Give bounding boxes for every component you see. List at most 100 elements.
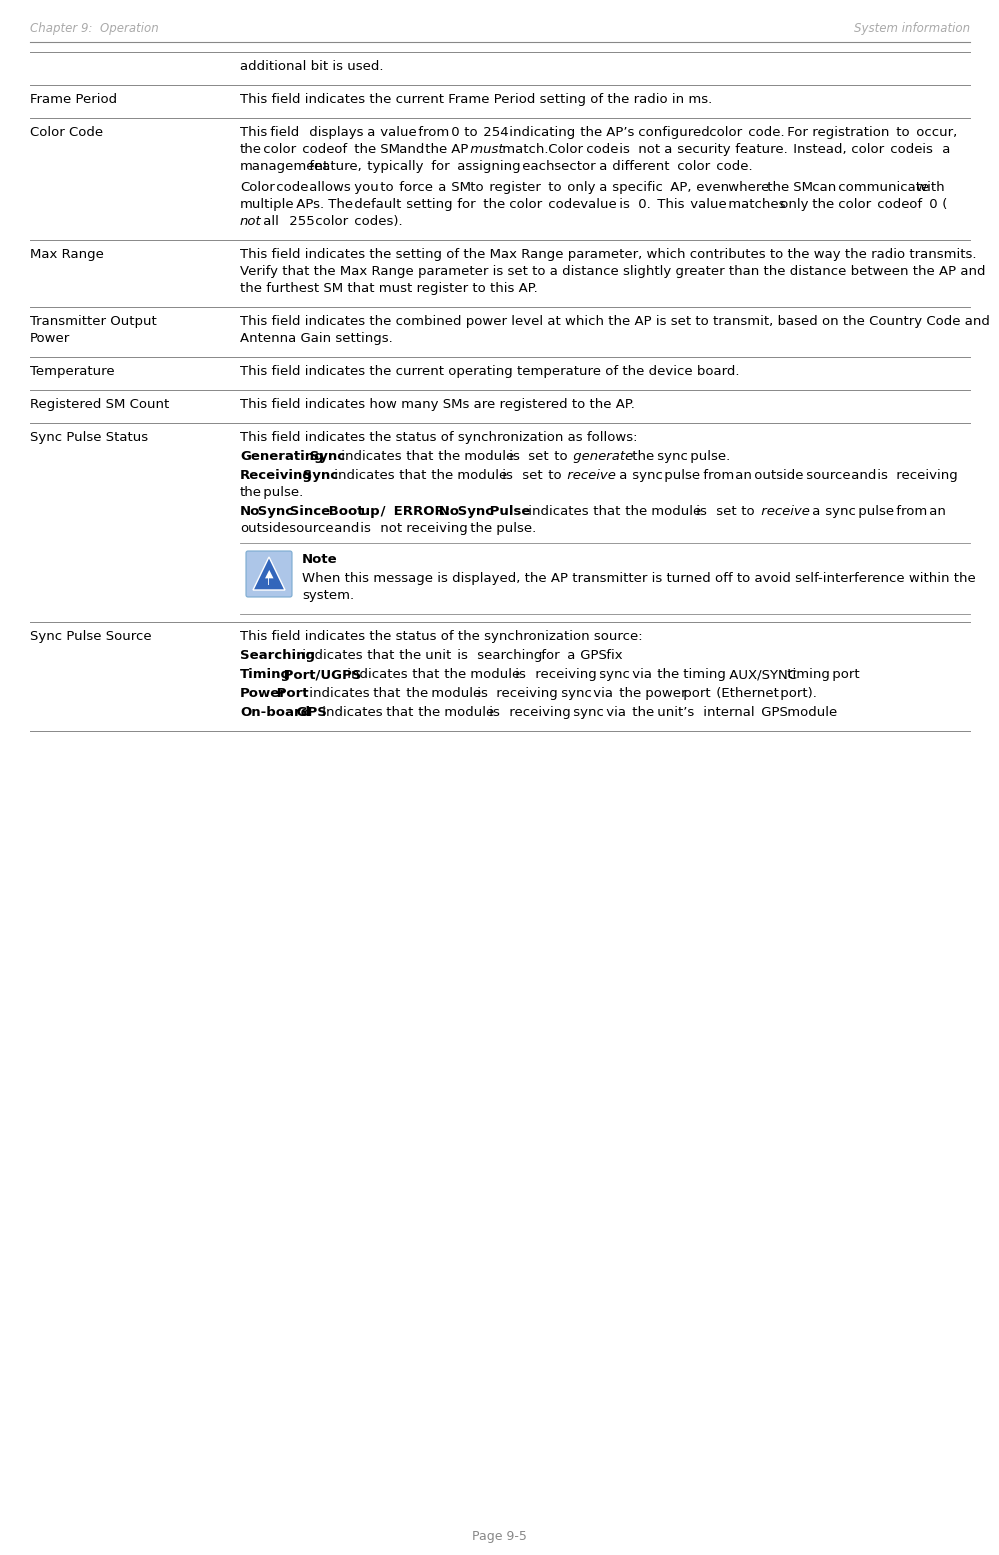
- Text: that: that: [383, 706, 414, 718]
- Text: to: to: [550, 449, 567, 463]
- Text: where: where: [724, 180, 770, 194]
- Text: When this message is displayed, the AP transmitter is turned off to avoid self-i: When this message is displayed, the AP t…: [302, 572, 976, 585]
- Text: is: is: [357, 522, 372, 535]
- Text: that: that: [395, 470, 427, 482]
- Text: the: the: [808, 197, 835, 211]
- Text: set: set: [524, 449, 548, 463]
- Text: a: a: [808, 505, 821, 518]
- Text: different: different: [608, 160, 669, 173]
- Text: code.: code.: [711, 160, 752, 173]
- Text: receiving: receiving: [402, 522, 468, 535]
- Text: 0: 0: [447, 126, 460, 138]
- Text: Searching: Searching: [240, 648, 315, 662]
- Text: sync: sync: [595, 669, 630, 681]
- Text: an: an: [925, 505, 946, 518]
- Text: color: color: [672, 160, 710, 173]
- Text: No: No: [434, 505, 459, 518]
- Text: Note: Note: [302, 554, 338, 566]
- Text: all: all: [260, 215, 280, 229]
- Text: register: register: [486, 180, 541, 194]
- Text: is: is: [614, 197, 629, 211]
- Text: On-board: On-board: [240, 706, 310, 718]
- Text: the: the: [627, 706, 654, 718]
- Text: indicates: indicates: [331, 470, 395, 482]
- Text: This: This: [240, 126, 268, 138]
- Text: AP: AP: [447, 143, 469, 156]
- Text: assigning: assigning: [454, 160, 520, 173]
- Text: is: is: [486, 706, 500, 718]
- Text: not: not: [240, 215, 262, 229]
- Text: ERROR:: ERROR:: [389, 505, 450, 518]
- Text: codes).: codes).: [350, 215, 403, 229]
- Text: outside: outside: [750, 470, 804, 482]
- Text: the: the: [350, 143, 376, 156]
- Text: 255: 255: [286, 215, 315, 229]
- Text: you: you: [350, 180, 379, 194]
- Text: Sync: Sync: [298, 470, 339, 482]
- Text: matches: matches: [724, 197, 786, 211]
- Text: APs.: APs.: [292, 197, 324, 211]
- Text: the: the: [575, 126, 602, 138]
- Text: feature.: feature.: [731, 143, 787, 156]
- Text: of: of: [331, 143, 348, 156]
- Text: Max Range: Max Range: [30, 247, 104, 261]
- Text: receiving: receiving: [892, 470, 958, 482]
- Text: indicating: indicating: [504, 126, 575, 138]
- Text: receive: receive: [563, 470, 615, 482]
- Text: unit’s: unit’s: [653, 706, 694, 718]
- Text: pulse: pulse: [854, 505, 894, 518]
- Text: Power: Power: [240, 687, 287, 700]
- Text: the: the: [402, 687, 428, 700]
- Text: to: to: [543, 470, 561, 482]
- Text: Generating: Generating: [240, 449, 324, 463]
- Text: the: the: [627, 449, 654, 463]
- Text: the: the: [441, 669, 467, 681]
- Text: This field indicates the setting of the Max Range parameter, which contributes t: This field indicates the setting of the …: [240, 247, 976, 261]
- Text: Pulse: Pulse: [486, 505, 530, 518]
- Text: the: the: [467, 522, 493, 535]
- Text: a: a: [938, 143, 950, 156]
- Text: to: to: [467, 180, 484, 194]
- Text: receiving: receiving: [504, 706, 570, 718]
- Text: Verify that the Max Range parameter is set to a distance slightly greater than t: Verify that the Max Range parameter is s…: [240, 264, 985, 278]
- Text: module: module: [782, 706, 837, 718]
- Text: the: the: [240, 143, 262, 156]
- Text: timing: timing: [679, 669, 726, 681]
- Text: Instead,: Instead,: [789, 143, 847, 156]
- Text: that: that: [408, 669, 440, 681]
- Text: Chapter 9:  Operation: Chapter 9: Operation: [30, 22, 159, 36]
- Text: SM: SM: [789, 180, 813, 194]
- Text: the: the: [428, 470, 454, 482]
- Text: the: the: [763, 180, 789, 194]
- Text: field: field: [266, 126, 299, 138]
- Text: a: a: [660, 143, 672, 156]
- Text: the: the: [415, 706, 441, 718]
- Text: set: set: [711, 505, 736, 518]
- Text: indicates: indicates: [337, 449, 402, 463]
- Text: color: color: [260, 143, 297, 156]
- Text: SM: SM: [447, 180, 471, 194]
- Text: is: is: [454, 648, 469, 662]
- Text: This field indicates how many SMs are registered to the AP.: This field indicates how many SMs are re…: [240, 398, 635, 411]
- Text: port: port: [679, 687, 711, 700]
- Text: only: only: [563, 180, 595, 194]
- Text: is: is: [511, 669, 526, 681]
- Text: multiple: multiple: [240, 197, 295, 211]
- Text: from: from: [698, 470, 734, 482]
- Text: internal: internal: [698, 706, 754, 718]
- Text: This field indicates the current Frame Period setting of the radio in ms.: This field indicates the current Frame P…: [240, 93, 712, 106]
- Text: code: code: [873, 197, 909, 211]
- Text: can: can: [808, 180, 837, 194]
- Text: value: value: [376, 126, 417, 138]
- Polygon shape: [253, 557, 285, 589]
- Text: the: the: [434, 449, 461, 463]
- Text: GPS: GPS: [757, 706, 787, 718]
- Text: sync: sync: [569, 706, 604, 718]
- Text: to: to: [460, 126, 478, 138]
- Text: module: module: [467, 669, 520, 681]
- Text: Timing: Timing: [240, 669, 291, 681]
- Text: a: a: [595, 160, 607, 173]
- Text: This field indicates the status of synchronization as follows:: This field indicates the status of synch…: [240, 431, 637, 445]
- Text: indicates: indicates: [524, 505, 588, 518]
- Text: from: from: [892, 505, 928, 518]
